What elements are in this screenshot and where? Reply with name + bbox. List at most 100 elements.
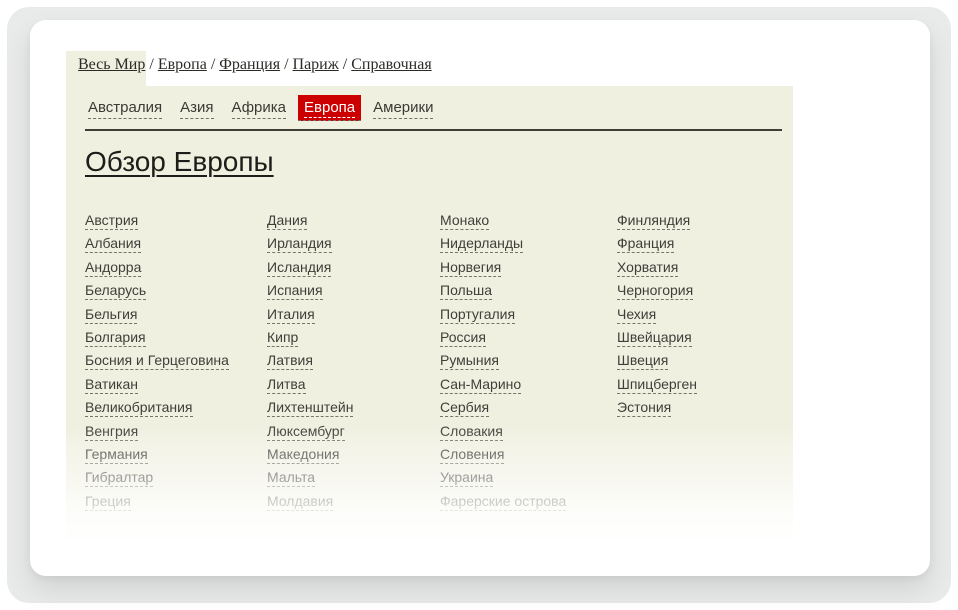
- country-link[interactable]: Ватикан: [85, 375, 138, 394]
- country-row: Черногория: [617, 279, 782, 302]
- country-row: Босния и Герцеговина: [85, 349, 267, 372]
- country-link[interactable]: Лихтенштейн: [267, 399, 354, 418]
- country-link[interactable]: Беларусь: [85, 282, 147, 301]
- breadcrumb-separator: /: [145, 56, 158, 73]
- country-row: Румыния: [440, 349, 617, 372]
- country-link[interactable]: Греция: [85, 492, 131, 511]
- tab-label: Европа: [304, 99, 356, 118]
- country-link[interactable]: Польша: [440, 282, 493, 301]
- breadcrumb-link[interactable]: Европа: [157, 56, 207, 73]
- country-link[interactable]: Нидерланды: [440, 235, 524, 254]
- country-row: Беларусь: [85, 279, 267, 302]
- country-link[interactable]: Германия: [85, 445, 148, 464]
- country-link[interactable]: Словакия: [440, 422, 503, 441]
- country-link[interactable]: Шпицберген: [617, 375, 698, 394]
- country-link[interactable]: Австрия: [85, 212, 139, 230]
- country-link[interactable]: Словения: [440, 445, 505, 464]
- tab-label: Африка: [231, 99, 286, 116]
- country-link[interactable]: Бельгия: [85, 305, 138, 324]
- country-link[interactable]: Гибралтар: [85, 469, 154, 488]
- country-row: Норвегия: [440, 256, 617, 279]
- breadcrumb-link[interactable]: Париж: [292, 56, 339, 73]
- country-row: Литва: [267, 373, 440, 396]
- country-row: Финляндия: [617, 209, 782, 232]
- country-link[interactable]: Люксембург: [267, 422, 345, 441]
- country-link[interactable]: Португалия: [440, 305, 516, 324]
- country-row: Швеция: [617, 349, 782, 372]
- country-link[interactable]: Молдавия: [267, 492, 334, 511]
- region-tabs: Австралия Азия Африка Европа Америки: [88, 95, 434, 121]
- country-link[interactable]: Босния и Герцеговина: [85, 352, 229, 371]
- country-link[interactable]: Латвия: [267, 352, 313, 371]
- country-row: Словения: [440, 443, 617, 466]
- country-columns: Австрия Албания Андорра Беларусь Бельгия Болг…: [85, 209, 782, 513]
- country-link[interactable]: Болгария: [85, 328, 146, 347]
- country-link[interactable]: Венгрия: [85, 422, 139, 441]
- country-row: Исландия: [267, 256, 440, 279]
- country-link[interactable]: Украина: [440, 469, 494, 488]
- country-row: Андорра: [85, 256, 267, 279]
- country-link[interactable]: Исландия: [267, 258, 332, 277]
- breadcrumb-link[interactable]: Франция: [219, 56, 281, 73]
- country-row: Чехия: [617, 303, 782, 326]
- breadcrumb-highlight: [66, 51, 146, 87]
- country-row: Албания: [85, 232, 267, 255]
- country-link[interactable]: Мальта: [267, 469, 316, 488]
- country-link[interactable]: Кипр: [267, 328, 299, 347]
- country-row: Македония: [267, 443, 440, 466]
- tab-active[interactable]: Европа: [298, 95, 362, 121]
- breadcrumb-link[interactable]: Весь Мир: [78, 56, 146, 73]
- country-link[interactable]: Черногория: [617, 282, 694, 301]
- breadcrumb: Весь Мир / Европа / Франция / Париж / Сп…: [78, 56, 432, 74]
- country-link[interactable]: Ирландия: [267, 235, 332, 254]
- country-link[interactable]: Македония: [267, 445, 340, 464]
- content-card: Весь Мир / Европа / Франция / Париж / Сп…: [30, 20, 930, 576]
- country-link[interactable]: Сан-Марино: [440, 375, 522, 394]
- country-row: Шпицберген: [617, 373, 782, 396]
- country-link[interactable]: Румыния: [440, 352, 500, 371]
- country-row: Мальта: [267, 466, 440, 489]
- country-row: Польша: [440, 279, 617, 302]
- country-link[interactable]: Испания: [267, 282, 323, 301]
- divider-line: [85, 129, 782, 131]
- country-link[interactable]: Франция: [617, 235, 675, 254]
- country-row: Дания: [267, 209, 440, 232]
- tab[interactable]: Америки: [373, 99, 434, 119]
- country-row: Германия: [85, 443, 267, 466]
- country-column: Монако Нидерланды Норвегия Польша Португалия…: [440, 209, 617, 513]
- country-link[interactable]: Албания: [85, 235, 142, 254]
- content-panel: Австралия Азия Африка Европа Америки Обзор Е…: [66, 86, 793, 545]
- tab-label: Америки: [373, 99, 434, 116]
- country-row: Италия: [267, 303, 440, 326]
- page-title[interactable]: Обзор Европы: [85, 146, 274, 177]
- country-column: Австрия Албания Андорра Беларусь Бельгия Болг…: [85, 209, 267, 513]
- country-link[interactable]: Литва: [267, 375, 306, 394]
- country-link[interactable]: Чехия: [617, 305, 657, 324]
- country-link[interactable]: Италия: [267, 305, 315, 324]
- country-row: Сан-Марино: [440, 373, 617, 396]
- country-row: Франция: [617, 232, 782, 255]
- country-link[interactable]: Хорватия: [617, 258, 679, 277]
- country-row: Кипр: [267, 326, 440, 349]
- country-link[interactable]: Норвегия: [440, 258, 502, 277]
- tab[interactable]: Австралия: [88, 99, 163, 119]
- country-row: Латвия: [267, 349, 440, 372]
- country-link[interactable]: Швеция: [617, 352, 669, 371]
- tab[interactable]: Азия: [180, 99, 214, 119]
- breadcrumb-link[interactable]: Справочная: [351, 56, 432, 73]
- country-link[interactable]: Эстония: [617, 399, 672, 418]
- breadcrumb-separator: /: [206, 56, 220, 73]
- country-row: Австрия: [85, 209, 267, 232]
- country-link[interactable]: Россия: [440, 328, 486, 347]
- country-link[interactable]: Монако: [440, 212, 490, 230]
- tab[interactable]: Африка: [231, 99, 286, 119]
- country-row: Испания: [267, 279, 440, 302]
- country-link[interactable]: Сербия: [440, 399, 490, 418]
- country-link[interactable]: Швейцария: [617, 328, 692, 347]
- country-link[interactable]: Финляндия: [617, 212, 691, 230]
- country-link[interactable]: Великобритания: [85, 399, 193, 418]
- country-link[interactable]: Дания: [267, 212, 308, 230]
- country-link[interactable]: Фарерские острова: [440, 492, 567, 511]
- country-row: Нидерланды: [440, 232, 617, 255]
- country-link[interactable]: Андорра: [85, 258, 142, 277]
